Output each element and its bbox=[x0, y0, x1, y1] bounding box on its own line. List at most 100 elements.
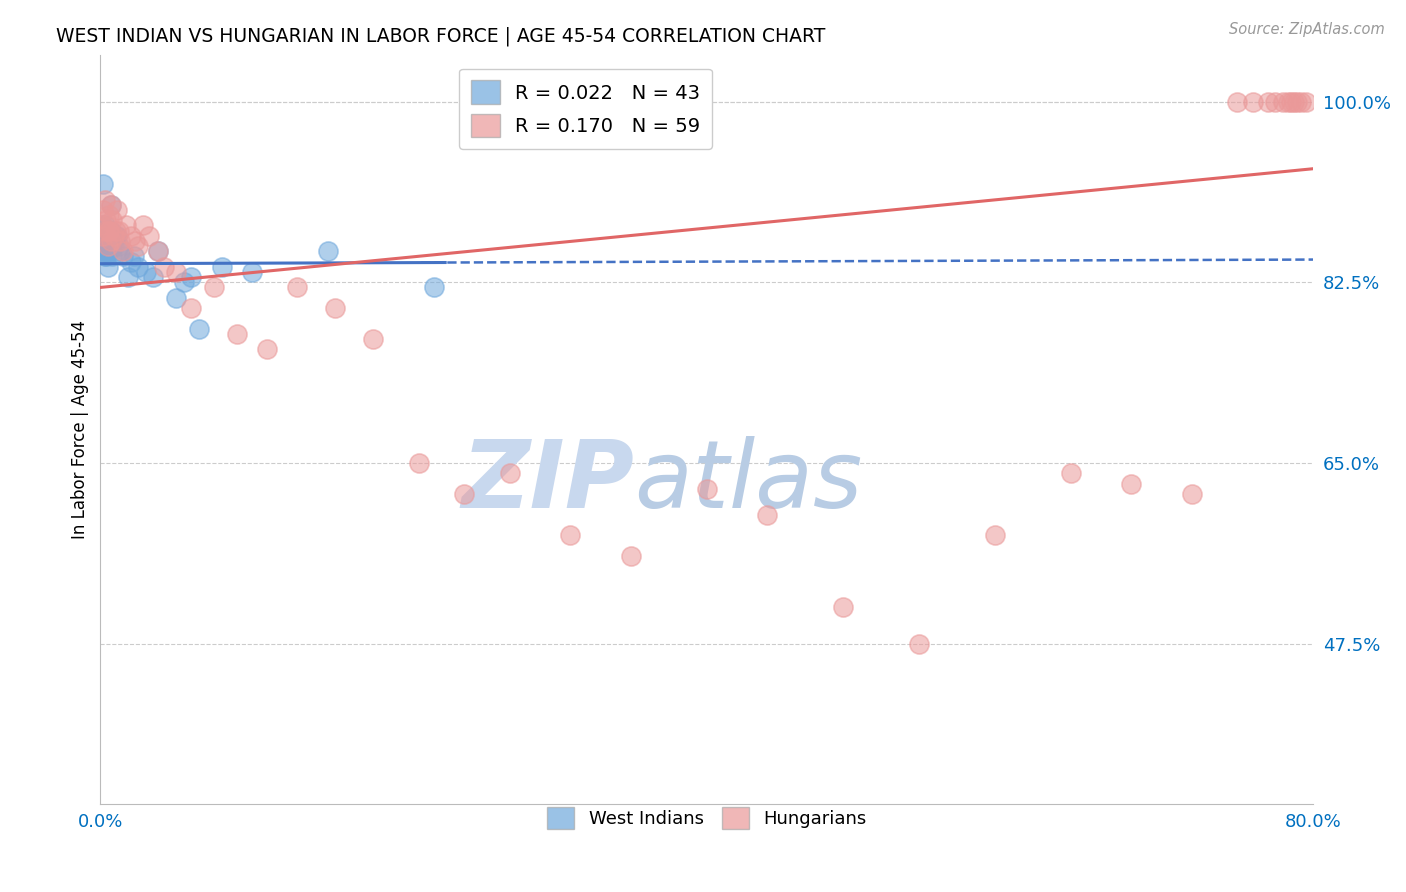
Point bbox=[97, 234, 120, 248]
Point bbox=[100, 234, 122, 248]
Point bbox=[240, 265, 263, 279]
Point bbox=[165, 291, 187, 305]
Point bbox=[108, 244, 131, 259]
Point bbox=[122, 250, 145, 264]
Point bbox=[423, 280, 446, 294]
Text: WEST INDIAN VS HUNGARIAN IN LABOR FORCE | AGE 45-54 CORRELATION CHART: WEST INDIAN VS HUNGARIAN IN LABOR FORCE … bbox=[56, 27, 825, 46]
Point bbox=[146, 244, 169, 259]
Point bbox=[93, 177, 115, 191]
Point bbox=[1285, 95, 1308, 109]
Point bbox=[361, 332, 384, 346]
Point bbox=[104, 228, 127, 243]
Point bbox=[1282, 95, 1305, 109]
Point bbox=[101, 239, 124, 253]
Point bbox=[94, 219, 117, 233]
Point bbox=[112, 244, 135, 259]
Point bbox=[94, 193, 117, 207]
Point bbox=[1277, 95, 1299, 109]
Point bbox=[453, 487, 475, 501]
Point bbox=[832, 600, 855, 615]
Point bbox=[112, 250, 135, 264]
Point bbox=[180, 270, 202, 285]
Point bbox=[146, 244, 169, 259]
Point bbox=[211, 260, 233, 274]
Point bbox=[908, 637, 931, 651]
Point bbox=[104, 224, 127, 238]
Point bbox=[560, 528, 582, 542]
Point bbox=[256, 343, 278, 357]
Point bbox=[138, 228, 160, 243]
Point bbox=[90, 219, 112, 233]
Point bbox=[1289, 95, 1312, 109]
Point bbox=[107, 224, 129, 238]
Point bbox=[173, 275, 195, 289]
Point bbox=[93, 228, 115, 243]
Point bbox=[100, 198, 122, 212]
Point bbox=[124, 234, 146, 248]
Point bbox=[97, 239, 120, 253]
Point bbox=[105, 202, 128, 217]
Point bbox=[1295, 95, 1317, 109]
Point bbox=[132, 219, 155, 233]
Point bbox=[100, 198, 122, 212]
Point bbox=[93, 202, 115, 217]
Legend: West Indians, Hungarians: West Indians, Hungarians bbox=[540, 799, 873, 836]
Point bbox=[117, 270, 139, 285]
Point bbox=[98, 228, 121, 243]
Point bbox=[1264, 95, 1286, 109]
Point bbox=[97, 224, 120, 238]
Point bbox=[1060, 467, 1083, 481]
Point bbox=[1226, 95, 1249, 109]
Point bbox=[90, 219, 112, 233]
Point bbox=[105, 228, 128, 243]
Point bbox=[96, 213, 118, 227]
Point bbox=[120, 228, 142, 243]
Point bbox=[94, 228, 117, 243]
Point bbox=[100, 224, 122, 238]
Point bbox=[202, 280, 225, 294]
Point bbox=[103, 239, 125, 253]
Point bbox=[98, 224, 121, 238]
Point bbox=[94, 244, 117, 259]
Point bbox=[103, 228, 125, 243]
Point bbox=[90, 244, 112, 259]
Point bbox=[1181, 487, 1204, 501]
Point bbox=[115, 219, 138, 233]
Point bbox=[94, 250, 117, 264]
Point bbox=[135, 265, 157, 279]
Point bbox=[108, 234, 131, 248]
Text: ZIP: ZIP bbox=[461, 436, 634, 528]
Point bbox=[97, 244, 120, 259]
Point bbox=[101, 213, 124, 227]
Point bbox=[408, 456, 430, 470]
Point bbox=[180, 301, 202, 315]
Point bbox=[120, 254, 142, 268]
Point bbox=[101, 250, 124, 264]
Point bbox=[316, 244, 339, 259]
Point bbox=[696, 482, 718, 496]
Point bbox=[1241, 95, 1264, 109]
Point bbox=[127, 239, 149, 253]
Text: atlas: atlas bbox=[634, 436, 862, 527]
Point bbox=[94, 224, 117, 238]
Point bbox=[620, 549, 643, 563]
Point bbox=[165, 265, 187, 279]
Point bbox=[97, 228, 120, 243]
Y-axis label: In Labor Force | Age 45-54: In Labor Force | Age 45-54 bbox=[72, 320, 89, 539]
Point bbox=[97, 260, 120, 274]
Point bbox=[98, 208, 121, 222]
Point bbox=[1279, 95, 1302, 109]
Point bbox=[127, 260, 149, 274]
Text: Source: ZipAtlas.com: Source: ZipAtlas.com bbox=[1229, 22, 1385, 37]
Point bbox=[984, 528, 1007, 542]
Point bbox=[287, 280, 309, 294]
Point bbox=[93, 239, 115, 253]
Point bbox=[1271, 95, 1294, 109]
Point bbox=[1121, 476, 1143, 491]
Point bbox=[756, 508, 779, 522]
Point bbox=[107, 239, 129, 253]
Point bbox=[96, 239, 118, 253]
Point bbox=[225, 326, 247, 341]
Point bbox=[96, 224, 118, 238]
Point bbox=[1257, 95, 1279, 109]
